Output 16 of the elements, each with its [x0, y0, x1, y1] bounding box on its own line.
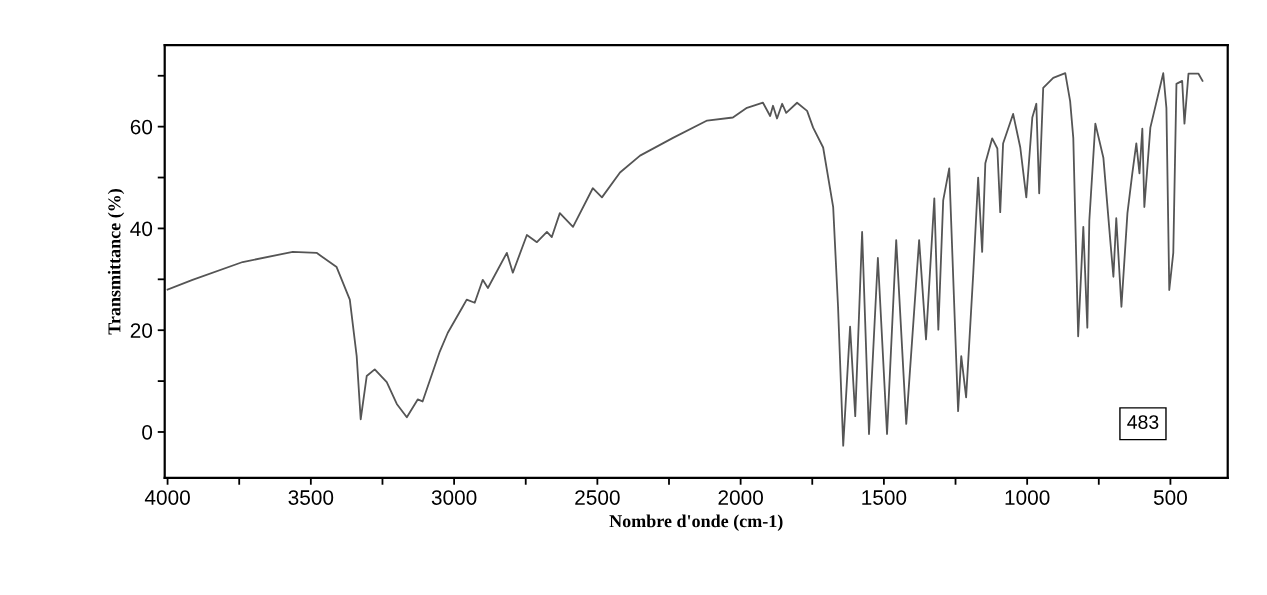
- x-axis-title: Nombre d'onde (cm-1): [609, 514, 783, 531]
- y-axis-title: Transmittance (%): [107, 189, 125, 335]
- x-tick-label: 4000: [144, 490, 190, 505]
- x-tick-label: 1500: [862, 490, 907, 505]
- x-tick-label: 500: [1153, 490, 1187, 505]
- x-tick-label: 2000: [718, 490, 763, 505]
- line-series: [166, 72, 1204, 447]
- y-tick-label: 40: [130, 221, 153, 237]
- x-tick-label: 3500: [288, 490, 334, 505]
- x-tick-label: 1000: [1005, 490, 1050, 505]
- x-tick-label: 2500: [575, 490, 620, 505]
- y-tick-label: 60: [130, 119, 153, 135]
- annotation: 483: [1127, 415, 1159, 429]
- y-tick-label: 20: [130, 323, 153, 338]
- x-tick-label: 3000: [431, 490, 477, 505]
- y-tick-label: 0: [142, 424, 153, 440]
